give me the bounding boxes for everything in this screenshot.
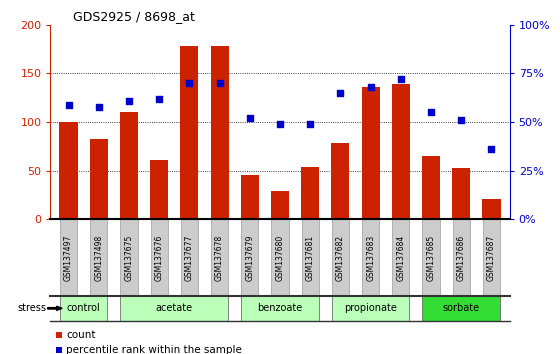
Point — [94, 104, 103, 109]
Text: GSM137682: GSM137682 — [336, 234, 345, 281]
Point — [457, 118, 466, 123]
Point — [215, 80, 224, 86]
Bar — [452, 168, 470, 219]
Text: GDS2925 / 8698_at: GDS2925 / 8698_at — [73, 10, 195, 23]
Text: count: count — [66, 330, 96, 340]
Point — [366, 84, 375, 90]
Text: stress: stress — [17, 303, 46, 313]
Text: propionate: propionate — [344, 303, 397, 313]
Point — [306, 121, 315, 127]
Text: GSM137497: GSM137497 — [64, 234, 73, 281]
Text: GSM137498: GSM137498 — [94, 234, 103, 281]
Text: percentile rank within the sample: percentile rank within the sample — [66, 345, 242, 354]
Bar — [150, 160, 168, 219]
Text: GSM137678: GSM137678 — [215, 234, 224, 281]
Text: GSM137687: GSM137687 — [487, 234, 496, 281]
Text: acetate: acetate — [156, 303, 193, 313]
Point — [124, 98, 133, 103]
Bar — [120, 113, 138, 219]
Bar — [211, 46, 228, 219]
Text: GSM137685: GSM137685 — [427, 234, 436, 281]
Point — [185, 80, 194, 86]
Point — [487, 147, 496, 152]
Point — [336, 90, 345, 96]
Bar — [271, 191, 289, 219]
Text: GSM137686: GSM137686 — [457, 234, 466, 281]
Bar — [90, 139, 108, 219]
Text: GSM137680: GSM137680 — [276, 234, 284, 281]
Text: sorbate: sorbate — [443, 303, 480, 313]
Bar — [301, 167, 319, 219]
Bar — [332, 143, 349, 219]
Bar — [241, 175, 259, 219]
Point — [427, 110, 436, 115]
Bar — [362, 87, 380, 219]
Text: GSM137675: GSM137675 — [124, 234, 133, 281]
Bar — [482, 199, 501, 219]
Text: GSM137677: GSM137677 — [185, 234, 194, 281]
Text: GSM137681: GSM137681 — [306, 234, 315, 281]
Bar — [59, 122, 78, 219]
Point — [64, 102, 73, 107]
Point — [245, 115, 254, 121]
Text: GSM137684: GSM137684 — [396, 234, 405, 281]
Point — [276, 121, 284, 127]
Point — [396, 76, 405, 82]
Bar — [180, 46, 198, 219]
Point — [155, 96, 164, 102]
Bar — [392, 84, 410, 219]
Text: control: control — [67, 303, 100, 313]
Bar — [422, 156, 440, 219]
Text: GSM137676: GSM137676 — [155, 234, 164, 281]
Text: benzoate: benzoate — [258, 303, 302, 313]
Text: GSM137679: GSM137679 — [245, 234, 254, 281]
Text: GSM137683: GSM137683 — [366, 234, 375, 281]
